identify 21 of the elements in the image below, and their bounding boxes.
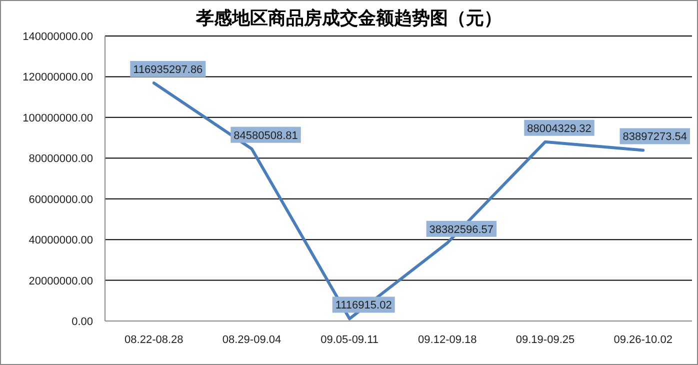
y-tick-label: 80000000.00	[28, 153, 93, 166]
x-tick-label: 08.22-08.28	[124, 334, 184, 346]
data-label: 84580508.81	[234, 130, 298, 142]
y-tick-label: 40000000.00	[28, 234, 93, 247]
y-tick-label: 120000000.00	[22, 72, 93, 84]
x-tick-label: 09.26-10.02	[614, 334, 672, 346]
y-tick-label: 60000000.00	[28, 194, 93, 206]
x-tick-label: 09.12-09.18	[418, 334, 477, 346]
y-tick-label: 20000000.00	[28, 275, 93, 288]
chart-title: 孝感地区商品房成交金额趋势图（元）	[195, 8, 502, 28]
data-label: 83897273.54	[622, 131, 687, 144]
y-tick-label: 140000000.00	[22, 31, 93, 43]
y-tick-label: 0.00	[72, 316, 93, 328]
data-label: 116935297.86	[133, 64, 203, 76]
data-label: 1116915.02	[335, 300, 392, 312]
x-tick-label: 09.19-09.25	[516, 334, 575, 346]
y-tick-label: 100000000.00	[22, 112, 93, 124]
x-tick-label: 09.05-09.11	[320, 334, 379, 346]
data-label: 88004329.32	[527, 122, 592, 135]
data-label: 38382596.57	[429, 224, 494, 236]
x-tick-label: 08.29-09.04	[222, 334, 282, 346]
